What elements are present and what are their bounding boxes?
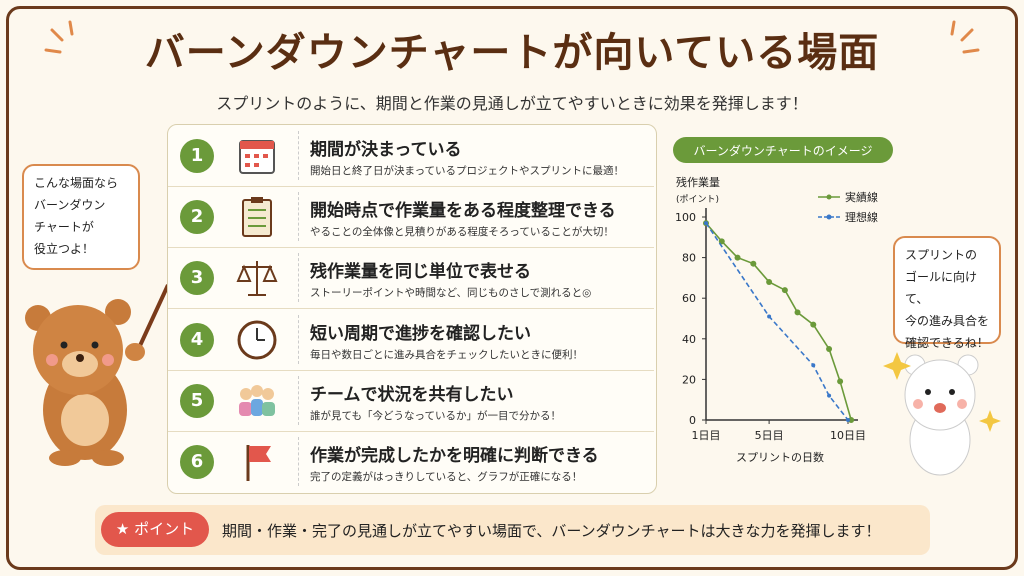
item-title: 期間が決まっている [310, 140, 462, 160]
bear-right [883, 352, 1001, 476]
list-item: 2 開始時点で作業量をある程度整理できるやることの全体像と見積りがある程度そろって… [168, 186, 654, 249]
bubble-line: こんな場面なら [34, 176, 119, 190]
separator [298, 437, 299, 486]
title: バーンダウンチャートが向いている場面 [144, 30, 880, 76]
item-icon [234, 378, 280, 424]
list-item: 3 残作業量を同じ単位で表せるストーリーポイントや時間など、同じものさしで測れると… [168, 247, 654, 310]
item-number: 1 [180, 139, 214, 173]
item-icon [234, 317, 280, 363]
point-label-text: ポイント [134, 520, 195, 538]
item-icon [234, 133, 280, 179]
separator [298, 314, 299, 364]
list-item: 4 短い周期で進捗を確認したい毎日や数日ごとに進み具合をチェックしたいときに便利！ [168, 309, 654, 371]
frame [6, 6, 1018, 570]
item-icon [234, 194, 280, 240]
separator [298, 192, 299, 242]
icon [239, 384, 275, 416]
icon [236, 261, 278, 297]
bubble-line: バーンダウン [34, 198, 106, 212]
bubble-line: 役立つよ！ [34, 242, 95, 256]
icon [246, 445, 271, 481]
item-description: やることの全体像と見積りがある程度そろっていることが大切！ [310, 226, 614, 239]
item-icon [234, 439, 280, 485]
item-number: 3 [180, 261, 214, 296]
item-number: 2 [180, 200, 214, 235]
point-bar [95, 505, 930, 555]
item-title: 作業が完成したかを明確に判断できる [310, 446, 599, 466]
bubble-line: 確認できるね！ [905, 336, 989, 350]
item-description: 誰が見ても「今どうなっているか」が一目で分かる！ [310, 409, 561, 422]
item-description: 開始日と終了日が決まっているプロジェクトやスプリントに最適！ [310, 165, 625, 177]
list-item: 5 チームで状況を共有したい誰が見ても「今どうなっているか」が一目で分かる！ [168, 370, 654, 432]
icon [239, 140, 275, 174]
separator [298, 253, 299, 303]
speech-bubble-left: こんな場面なら バーンダウン チャートが役立つよ！ [22, 164, 140, 270]
item-icon [234, 255, 280, 301]
subtitle: スプリントのように、期間と作業の見通しが立てやすいときに効果を発揮します！ [216, 94, 808, 113]
bubble-line: チャートが [34, 220, 94, 234]
item-number: 4 [180, 322, 214, 357]
item-description: 完了の定義がはっきりしていると、グラフが正確になる！ [310, 471, 583, 483]
bubble-line: 今の進み具合を [905, 314, 990, 328]
bubble-line: ゴールに向けて、 [905, 270, 978, 306]
item-title: 短い周期で進捗を確認したい [310, 323, 531, 344]
item-number: 6 [180, 445, 214, 479]
item-number: 5 [180, 383, 214, 418]
item-title: チームで状況を共有したい [310, 384, 514, 405]
point-label: ★ ポイント [101, 512, 209, 547]
list-item: 1 期間が決まっている開始日と終了日が決まっているプロジェクトやスプリントに最適！ [168, 125, 654, 187]
bubble-line: スプリントの [905, 248, 978, 262]
item-description: 毎日や数日ごとに進み具合をチェックしたいときに便利！ [310, 348, 583, 361]
point-text: 期間・作業・完了の見通しが立てやすい場面で、バーンダウンチャートは大きな力を発揮… [222, 522, 881, 540]
icon [242, 197, 272, 238]
speech-bubble-right: スプリントのゴールに向けて、今の進み具合を 確認できるね！ [893, 236, 1001, 350]
list-item: 6 作業が完成したかを明確に判断できる完了の定義がはっきりしていると、グラフが正確… [168, 431, 654, 492]
separator [298, 131, 299, 180]
item-title: 開始時点で作業量をある程度整理できる [310, 201, 616, 222]
bear-left [25, 284, 170, 466]
icon [237, 320, 277, 360]
separator [298, 375, 299, 425]
item-description: ストーリーポイントや時間など、同じものさしで測れると◎ [310, 287, 592, 300]
item-title: 残作業量を同じ単位で表せる [310, 262, 531, 283]
